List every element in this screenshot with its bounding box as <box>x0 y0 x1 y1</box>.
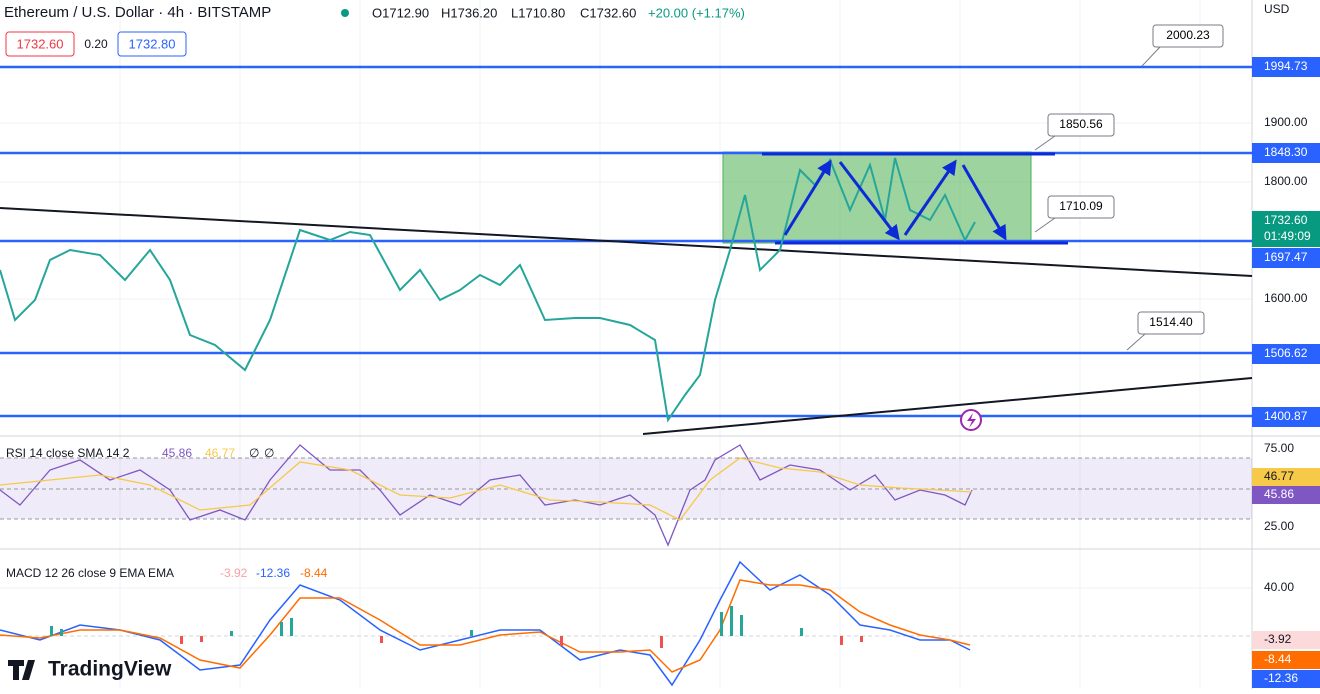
rsi-axis-label: 75.00 <box>1264 441 1294 455</box>
logo-mark <box>8 660 35 680</box>
rsi-axis-label: 25.00 <box>1264 519 1294 533</box>
trendline <box>0 207 1253 277</box>
ohlc-high: H1736.20 <box>441 5 497 20</box>
rsi-levels <box>0 457 1252 520</box>
ohlc-change: +20.00 (+1.17%) <box>648 5 745 20</box>
macd-value: -12.36 <box>256 566 290 580</box>
rsi-sma-value: 46.77 <box>205 446 235 460</box>
ohlc-open: O1712.90 <box>372 5 429 20</box>
axis-label: 1506.62 <box>1264 346 1308 360</box>
pattern-arrows <box>783 159 1007 241</box>
countdown: 01:49:09 <box>1264 229 1311 243</box>
macd-signal-value: -8.44 <box>300 566 328 580</box>
trendline <box>642 377 1253 435</box>
rsi-axis-label: 46.77 <box>1264 469 1294 483</box>
axis-tag <box>1252 211 1320 247</box>
macd-axis-label: -12.36 <box>1264 671 1298 685</box>
logo-text: TradingView <box>48 658 172 681</box>
macd-axis-label: -8.44 <box>1264 652 1292 666</box>
ohlc-close: C1732.60 <box>580 5 636 20</box>
macd-legend: MACD 12 26 close 9 EMA EMA <box>6 566 174 580</box>
axis-tag <box>1252 248 1320 268</box>
bid-box[interactable] <box>5 31 75 57</box>
axis-tag <box>1252 670 1320 688</box>
axis-tag <box>1252 143 1320 163</box>
axis-label: 1400.87 <box>1264 409 1308 423</box>
axis-label: 1848.30 <box>1264 145 1308 159</box>
macd-axis-label: -3.92 <box>1264 632 1292 646</box>
rsi-axis-label: 45.86 <box>1264 487 1294 501</box>
axis-label: 1697.47 <box>1264 250 1308 264</box>
currency[interactable]: USD <box>1264 2 1290 16</box>
callout: 1514.40 <box>1149 315 1193 329</box>
rsi-extra: ∅ <box>264 446 274 460</box>
axis-tag <box>1252 651 1320 669</box>
ask: 1732.80 <box>129 36 176 51</box>
axis-label: 1732.60 <box>1264 213 1308 227</box>
rsi-extra: ∅ <box>249 446 259 460</box>
axis-label: 1800.00 <box>1264 174 1308 188</box>
rsi-legend: RSI 14 close SMA 14 2 <box>6 446 130 460</box>
axis-label: 1900.00 <box>1264 115 1308 129</box>
callout: 1710.09 <box>1059 199 1103 213</box>
price-path <box>0 157 976 423</box>
symbol-title: Ethereum / U.S. Dollar · 4h · BITSTAMP <box>4 4 271 21</box>
macd-axis-label: 40.00 <box>1264 580 1294 594</box>
callout: 1850.56 <box>1059 117 1103 131</box>
bid: 1732.60 <box>17 36 64 51</box>
ohlc-low: L1710.80 <box>511 5 565 20</box>
rsi-line <box>0 444 973 547</box>
axis-tag <box>1252 344 1320 364</box>
axis-tag <box>1252 57 1320 77</box>
axis-label: 1600.00 <box>1264 291 1308 305</box>
axis-tag <box>1252 631 1320 649</box>
callout-boxes <box>1034 24 1224 351</box>
macd-histogram <box>180 636 863 648</box>
alert-bolt <box>967 413 976 428</box>
rsi-value: 45.86 <box>162 446 192 460</box>
rsi-sma <box>0 457 973 521</box>
macd-histogram <box>50 606 803 636</box>
macd-hist-value: -3.92 <box>220 566 248 580</box>
axis-tag <box>1252 407 1320 427</box>
spread: 0.20 <box>84 37 108 51</box>
axis-tag <box>1252 468 1320 486</box>
market-status <box>341 9 349 17</box>
axis-tag <box>1252 486 1320 504</box>
callout: 2000.23 <box>1166 28 1210 42</box>
grid <box>0 0 1252 689</box>
range-box <box>722 151 1032 244</box>
ask-box[interactable] <box>117 31 187 57</box>
axis-label: 1994.73 <box>1264 59 1308 73</box>
